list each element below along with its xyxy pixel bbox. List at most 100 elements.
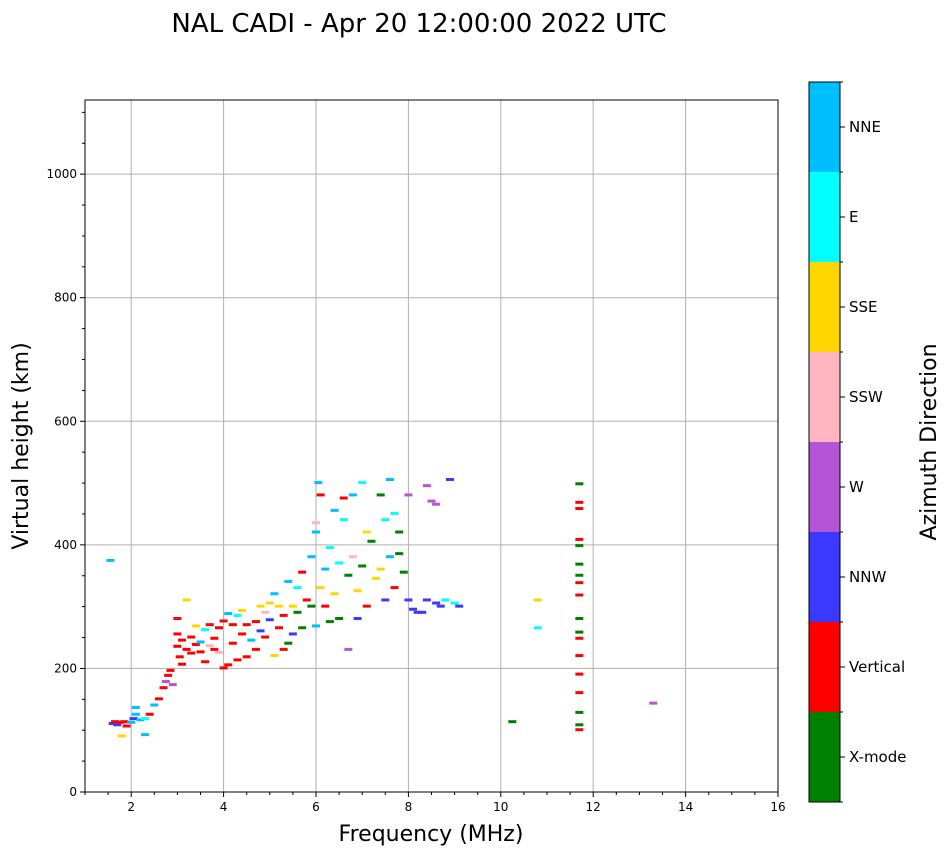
colorbar-frame [808, 81, 841, 803]
data-point [214, 650, 223, 654]
data-point [265, 601, 274, 605]
data-point [575, 507, 584, 511]
data-point [288, 604, 297, 608]
data-point [302, 598, 311, 602]
data-point [275, 626, 284, 630]
colorbar-segment [809, 352, 840, 442]
data-point [178, 638, 187, 642]
data-point [427, 499, 436, 503]
data-point [288, 632, 297, 636]
data-point [145, 712, 154, 716]
data-point [113, 723, 122, 727]
x-tick-label: 10 [493, 800, 508, 814]
data-point [312, 624, 320, 628]
data-point [362, 604, 371, 608]
data-point [321, 567, 330, 571]
data-point [238, 608, 247, 612]
data-point [325, 620, 334, 624]
data-point [261, 610, 270, 614]
data-point [330, 592, 339, 596]
data-point [131, 712, 140, 716]
data-point [436, 604, 445, 608]
data-point [219, 666, 228, 670]
data-point [201, 628, 210, 632]
data-point [173, 644, 182, 648]
data-point [108, 722, 117, 726]
chart-title: NAL CADI - Apr 20 12:00:00 2022 UTC [171, 9, 666, 39]
data-point [106, 558, 115, 562]
data-point [127, 720, 136, 724]
data-point [390, 511, 399, 515]
data-point [381, 598, 390, 602]
data-point [413, 610, 422, 614]
data-point [575, 691, 584, 695]
data-point [191, 642, 200, 646]
data-point [173, 632, 182, 636]
y-tick-label: 200 [54, 661, 77, 675]
colorbar-category-label: E [849, 208, 858, 226]
data-point [187, 651, 196, 655]
colorbar-segment [809, 712, 840, 802]
data-point [256, 629, 265, 633]
colorbar-segment [809, 442, 840, 532]
data-point [381, 518, 390, 522]
data-point [367, 539, 376, 543]
data-point [432, 502, 441, 506]
data-point [575, 630, 584, 634]
data-point [575, 544, 584, 548]
data-point [173, 617, 182, 620]
data-point [385, 477, 394, 481]
data-point [265, 618, 274, 622]
x-tick-label: 14 [678, 800, 693, 814]
x-axis-label: Frequency (MHz) [339, 822, 524, 847]
data-point [120, 720, 129, 724]
data-point [362, 530, 371, 534]
x-tick-label: 12 [586, 800, 601, 814]
x-tick-label: 4 [220, 800, 228, 814]
data-point [508, 720, 517, 724]
data-point [455, 604, 464, 608]
data-point [339, 496, 348, 500]
data-point [270, 654, 279, 658]
colorbar-label: Azimuth Direction [917, 343, 942, 540]
data-point [575, 500, 584, 504]
x-tick-label: 8 [405, 800, 413, 814]
data-point [251, 620, 260, 624]
data-point [575, 573, 584, 577]
data-point [575, 562, 584, 566]
data-point [418, 610, 427, 614]
data-point [376, 567, 385, 571]
data-point [575, 617, 584, 620]
colorbar-segment [809, 82, 840, 172]
data-point [575, 723, 584, 727]
data-point [422, 484, 431, 488]
colorbar-category-label: SSW [849, 388, 883, 406]
data-point [115, 720, 124, 724]
data-point [395, 530, 404, 534]
data-point [372, 576, 381, 580]
data-point [141, 717, 150, 721]
data-point [441, 598, 450, 602]
data-point [575, 654, 584, 658]
data-point [242, 655, 251, 659]
data-points [106, 477, 658, 738]
data-point [348, 555, 357, 559]
data-point [385, 555, 394, 559]
colorbar-segment [809, 622, 840, 712]
data-point [150, 703, 159, 707]
colorbar-segment [809, 532, 840, 622]
data-point [293, 610, 302, 614]
data-point [575, 537, 584, 541]
plot-frame [84, 99, 779, 793]
data-point [298, 570, 307, 574]
grid-lines [85, 100, 779, 793]
data-point [339, 518, 348, 522]
data-point [353, 617, 362, 620]
x-tick-label: 2 [127, 800, 135, 814]
data-point [307, 604, 316, 608]
data-point [122, 724, 131, 728]
colorbar-category-label: X-mode [849, 748, 906, 766]
data-point [404, 598, 413, 602]
data-point [409, 607, 418, 611]
data-point [182, 647, 191, 651]
